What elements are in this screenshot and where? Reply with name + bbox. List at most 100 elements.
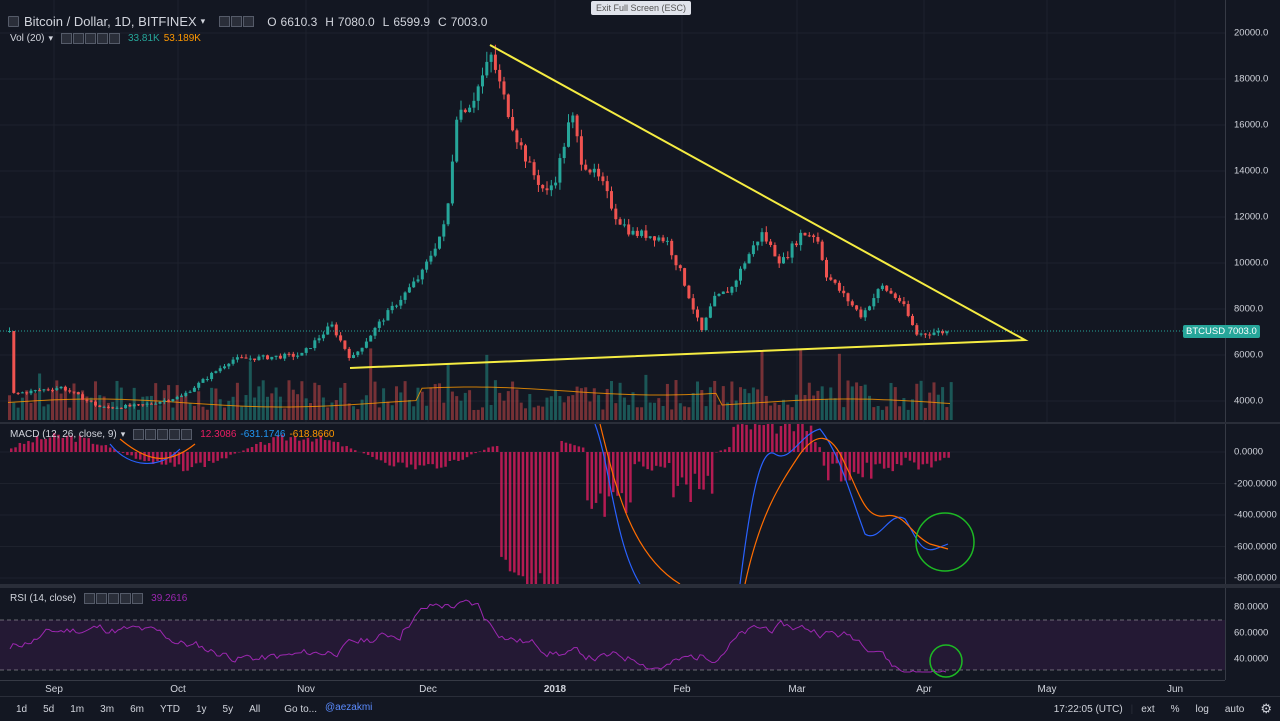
settings-icon[interactable] [73,33,84,44]
percent-button[interactable]: % [1163,704,1188,715]
auto-button[interactable]: auto [1217,704,1252,715]
rsi-label[interactable]: RSI (14, close) [10,593,76,604]
settings-icon[interactable] [231,16,242,27]
candle-body [386,310,389,320]
macd-histogram-bar [917,452,920,470]
more-icon[interactable] [169,429,180,440]
candle-body [322,335,325,339]
candle-body [51,390,54,391]
time-axis[interactable]: Sep Oct Nov Dec 2018 Feb Mar Apr May Jun [0,680,1225,697]
macd-histogram-bar [552,452,555,584]
source-icon[interactable] [85,33,96,44]
macd-axis[interactable]: 0.0000-200.0000-400.0000-600.0000-800.00… [1225,424,1280,584]
settings-icon[interactable] [145,429,156,440]
candle-body [601,176,604,181]
eye-icon[interactable] [84,593,95,604]
macd-histogram-bar [509,452,512,571]
clock[interactable]: 17:22:05 (UTC) [1046,704,1131,715]
macd-histogram-bar [943,452,946,458]
macd-histogram-bar [462,452,465,460]
chevron-down-icon[interactable]: ▾ [48,33,53,44]
macd-histogram-bar [500,452,503,557]
candle-body [593,169,596,173]
exit-fullscreen-button[interactable]: Exit Full Screen (ESC) [591,1,691,15]
candle-body [85,400,88,401]
candle-body [77,392,80,394]
macd-histogram-bar [642,452,645,467]
source-icon[interactable] [108,593,119,604]
volume-bar [791,407,794,420]
macd-histogram-bar [861,452,864,477]
candle-body [808,235,811,236]
macd-histogram-bar [216,452,219,461]
volume-bar [524,408,527,420]
more-icon[interactable] [97,33,108,44]
chevron-down-icon[interactable]: ▾ [201,16,206,27]
volume-bar [322,397,325,420]
candle-body [25,392,28,393]
volume-bar [68,408,71,420]
log-button[interactable]: log [1188,704,1217,715]
price-chart[interactable] [0,0,1225,422]
price-chart-pane[interactable] [0,0,1225,422]
close-icon[interactable] [181,429,192,440]
macd-histogram-bar [130,452,133,455]
volume-bar [146,396,149,420]
macd-label[interactable]: MACD (12, 26, close, 9) [10,429,117,440]
eye-icon[interactable] [219,16,230,27]
volume-bar [378,407,381,420]
ext-button[interactable]: ext [1133,704,1162,715]
symbol-title[interactable]: Bitcoin / Dollar, 1D, BITFINEX [24,14,197,29]
volume-bar [249,361,252,420]
range-6m-button[interactable]: 6m [122,704,152,715]
volume-bar [382,388,385,420]
volume-bar [361,400,364,420]
candle-body [675,255,678,265]
range-all-button[interactable]: All [241,704,268,715]
range-3m-button[interactable]: 3m [92,704,122,715]
close-icon[interactable] [132,593,143,604]
volume-bar [481,407,484,420]
close-icon[interactable] [109,33,120,44]
eye-icon[interactable] [61,33,72,44]
collapse-icon[interactable] [8,16,19,27]
candle-body [550,185,553,190]
macd-histogram-bar [19,443,22,452]
eye-icon[interactable] [133,429,144,440]
settings-icon[interactable] [96,593,107,604]
close-icon[interactable] [243,16,254,27]
candle-body [68,390,71,391]
candle-body [167,400,170,401]
chevron-down-icon[interactable]: ▾ [121,429,126,440]
macd-histogram-bar [122,452,125,453]
volume-bar [73,383,76,420]
signal-line [120,424,948,584]
source-icon[interactable] [157,429,168,440]
more-icon[interactable] [120,593,131,604]
range-1m-button[interactable]: 1m [62,704,92,715]
volume-label[interactable]: Vol (20) [10,33,44,44]
volume-bar [644,375,647,420]
candle-body [202,379,205,383]
goto-button[interactable]: Go to... [276,704,325,715]
macd-histogram-bar [775,434,778,452]
macd-chart[interactable] [0,424,1225,584]
range-ytd-button[interactable]: YTD [152,704,188,715]
macd-pane[interactable] [0,424,1225,584]
candle-body [829,277,832,279]
settings-gear-icon[interactable]: ⚙ [1252,701,1280,717]
range-5d-button[interactable]: 5d [35,704,62,715]
volume-bar [374,382,377,420]
macd-histogram-bar [806,431,809,452]
macd-histogram-bar [109,448,112,452]
range-1d-button[interactable]: 1d [0,704,35,715]
range-5y-button[interactable]: 5y [215,704,242,715]
time-label: May [1038,684,1057,695]
candle-body [438,237,441,249]
range-1y-button[interactable]: 1y [188,704,215,715]
candle-body [352,355,355,358]
volume-bar [855,382,858,420]
candle-body [481,75,484,86]
